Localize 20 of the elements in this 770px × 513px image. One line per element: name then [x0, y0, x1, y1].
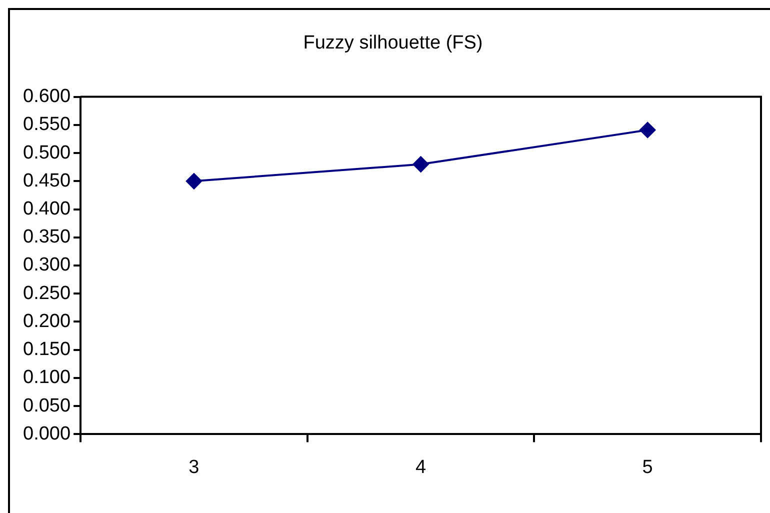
- y-tick-label: 0.200: [23, 310, 71, 332]
- x-tick-label: 3: [188, 456, 200, 478]
- y-tick-label: 0.600: [23, 86, 71, 108]
- y-tick-label: 0.250: [23, 282, 71, 304]
- y-tick-label: 0.500: [23, 142, 71, 164]
- y-tick-label: 0.400: [23, 198, 71, 220]
- point: [186, 173, 202, 190]
- y-tick-label: 0.300: [23, 254, 71, 276]
- y-tick-label: 0.550: [23, 114, 71, 136]
- point: [412, 156, 429, 172]
- y-tick-label: 0.000: [23, 423, 71, 444]
- y-tick-label: 0.050: [23, 395, 71, 416]
- x-tick-label: 4: [415, 456, 426, 478]
- y-tick-label: 0.100: [23, 367, 71, 388]
- x-tick-label: 5: [642, 456, 653, 478]
- point: [640, 122, 656, 138]
- y-tick-label: 0.450: [23, 170, 71, 192]
- chart-title: Fuzzy silhouette (FS): [303, 32, 483, 54]
- y-tick-label: 0.150: [23, 339, 71, 360]
- y-tick-label: 0.350: [23, 226, 71, 248]
